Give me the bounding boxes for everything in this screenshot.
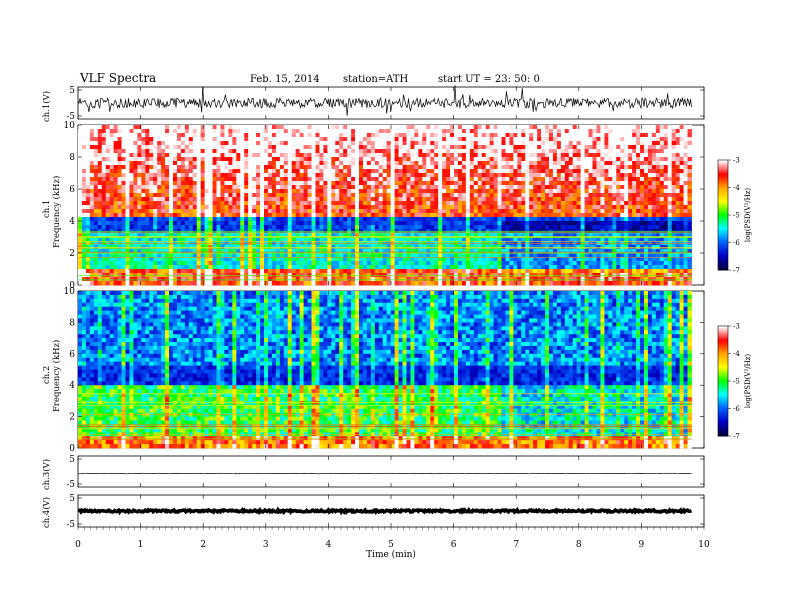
x-tick-label: 6 <box>451 540 457 550</box>
ch1-waveform <box>78 85 692 116</box>
ch1-spec-tick: 6 <box>69 185 75 195</box>
start-ut-label: start UT = 23: 50: 0 <box>438 74 540 85</box>
ch3-wave-tick: -5 <box>66 480 75 490</box>
ch4-wave-tick: 5 <box>69 494 75 504</box>
ch3-wave-tick: 5 <box>69 455 75 465</box>
x-tick-label: 7 <box>513 540 519 550</box>
date-label: Feb. 15, 2014 <box>250 74 320 85</box>
ch2-spectrogram <box>78 291 692 448</box>
ch2-spec-tick: 4 <box>69 381 75 391</box>
x-tick-label: 1 <box>138 540 144 550</box>
x-tick-label: 0 <box>75 540 81 550</box>
x-tick-label: 8 <box>576 540 582 550</box>
ch2-spectrogram-ylabel: Frequency (kHz) <box>52 340 62 412</box>
ch2-spec-tick: 8 <box>69 318 75 328</box>
colorbar-tick: -5 <box>733 378 740 386</box>
ch4-wave-tick: -5 <box>66 520 75 530</box>
ch1-spectrogram-ylabel: Frequency (kHz) <box>52 176 62 248</box>
x-axis-label: Time (min) <box>366 549 416 560</box>
ch3-waveform-ylabel: ch.3(V) <box>42 459 52 490</box>
ch3-waveform-frame <box>78 456 704 487</box>
ch1-spec-tick: 2 <box>69 249 75 259</box>
colorbar-tick: -3 <box>733 323 740 331</box>
ch3-waveform <box>78 473 692 474</box>
colorbar-tick: -4 <box>733 184 740 192</box>
colorbar-tick: -7 <box>733 267 740 275</box>
ch4-waveform-ylabel: ch.4(V) <box>42 497 52 528</box>
x-tick-label: 3 <box>263 540 269 550</box>
colorbar-label: log(PSD(V²/Hz) <box>744 354 752 409</box>
x-tick-label: 4 <box>326 540 332 550</box>
ch1-spec-tick: 10 <box>64 121 76 131</box>
colorbar-tick: -6 <box>733 239 740 247</box>
x-tick-label: 9 <box>639 540 645 550</box>
colorbar-tick: -3 <box>733 157 740 165</box>
vlf-figure: 0 1 2 3 4 5 6 7 8 9 10 5-5108642010864205-55-5 -3-… <box>0 0 792 612</box>
x-tick-label: 2 <box>200 540 206 550</box>
colorbar-tick: -6 <box>733 405 740 413</box>
ch2-spec-tick: 2 <box>69 413 75 423</box>
colorbars: -3 -4 -5 -6 -7 log(PSD(V²/Hz) -3 -4 -5 -6 -7 log(PS… <box>718 157 752 441</box>
x-tick-label: 5 <box>388 540 394 550</box>
ch1-wave-tick: 5 <box>69 86 75 96</box>
ch1-spectrogram <box>78 125 692 285</box>
ch1-waveform-ylabel: ch.1(V) <box>42 91 52 122</box>
ch1-spec-tick: 4 <box>69 217 75 227</box>
colorbar-tick: -7 <box>733 433 740 441</box>
x-tick-label: 10 <box>698 540 710 550</box>
colorbar-tick: -5 <box>733 212 740 220</box>
ch1-spectrogram-channel-label: ch.1 <box>42 200 52 218</box>
ch2-spec-tick: 6 <box>69 350 75 360</box>
colorbar-tick: -4 <box>733 350 740 358</box>
colorbar-label: log(PSD(V²/Hz) <box>744 188 752 243</box>
ch2-spec-tick: 0 <box>69 444 75 454</box>
ch2-spec-tick: 10 <box>64 287 76 297</box>
ch1-spec-tick: 8 <box>69 153 75 163</box>
figure-title: VLF Spectra <box>80 71 156 85</box>
station-label: station=ATH <box>343 74 408 85</box>
ch2-spectrogram-channel-label: ch.2 <box>42 366 52 384</box>
ch4-waveform <box>78 510 692 512</box>
